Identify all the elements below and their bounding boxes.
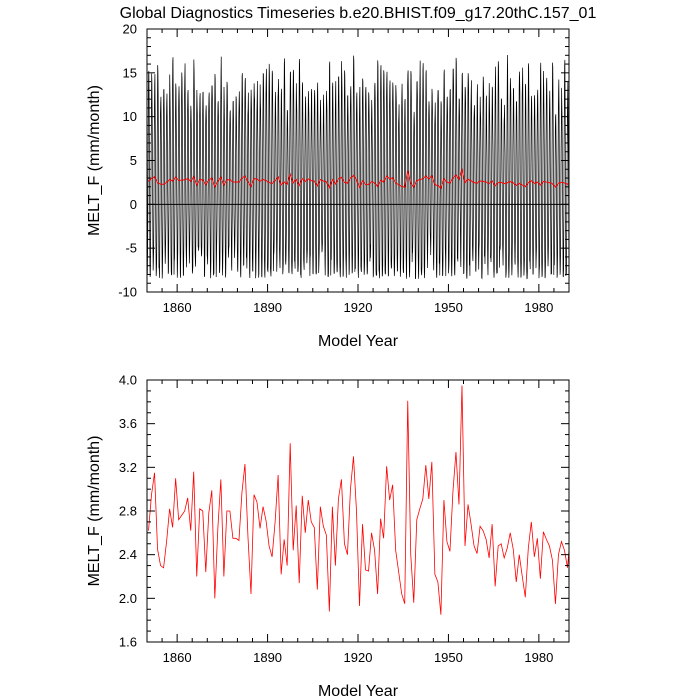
y-tick-label: 2.8	[119, 504, 137, 519]
y-tick-label: 20	[123, 22, 137, 37]
y-tick-label: -10	[118, 285, 137, 300]
y-tick-label: 2.4	[119, 547, 137, 562]
plot-frame	[146, 379, 570, 643]
x-tick-label: 1950	[434, 300, 463, 315]
x-tick-label: 1920	[344, 650, 373, 665]
x-axis-title: Model Year	[318, 683, 399, 700]
y-tick-label: 10	[123, 109, 137, 124]
y-tick-label: 15	[123, 65, 137, 80]
series-monthly-line	[147, 55, 569, 280]
y-tick-label: 3.6	[119, 416, 137, 431]
series-annual-line	[148, 167, 569, 190]
x-tick-label: 1980	[524, 300, 553, 315]
x-tick-label: 1890	[253, 300, 282, 315]
y-axis-title: MELT_F (mm/month)	[86, 436, 103, 587]
y-axis-title: MELT_F (mm/month)	[86, 85, 103, 236]
x-tick-label: 1920	[344, 300, 373, 315]
series-annual-line	[148, 385, 569, 615]
y-tick-label: 1.6	[119, 635, 137, 650]
x-tick-label: 1890	[253, 650, 282, 665]
x-tick-label: 1950	[434, 650, 463, 665]
monthly-timeseries-panel: 1860 1890 1920 1950 1980 -10 -5 0 5 10 15 20 Model Y…	[86, 22, 570, 350]
plot-area	[148, 385, 569, 615]
annual-timeseries-panel: 1860 1890 1920 1950 1980 1.6 2.0 2.4 2.8 3.2 3.6 4.…	[86, 373, 570, 700]
plot-area	[147, 55, 569, 280]
y-tick-label: 5	[130, 153, 137, 168]
figure-title: Global Diagnostics Timeseries b.e20.BHIS…	[120, 5, 597, 22]
y-tick-label: 4.0	[119, 373, 137, 388]
y-tick-label: 3.2	[119, 460, 137, 475]
x-tick-label: 1980	[524, 650, 553, 665]
x-axis-title: Model Year	[318, 333, 399, 350]
y-tick-label: 0	[130, 197, 137, 212]
x-tick-label: 1860	[163, 300, 192, 315]
x-tick-label: 1860	[163, 650, 192, 665]
y-tick-label: 2.0	[119, 591, 137, 606]
y-tick-label: -5	[125, 241, 137, 256]
